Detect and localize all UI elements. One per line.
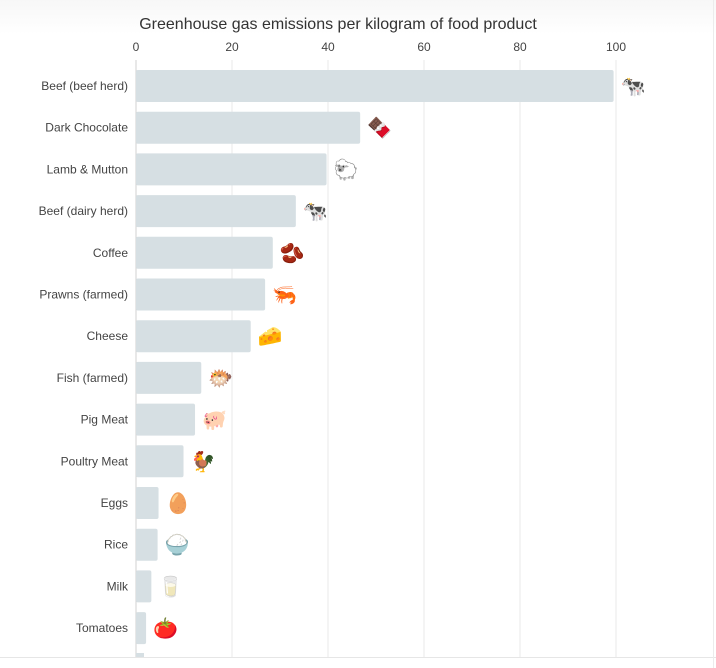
category-label: Coffee: [93, 246, 128, 260]
bar: [136, 320, 251, 353]
x-tick-label: 40: [321, 40, 335, 54]
right-divider: [713, 0, 714, 668]
header-fade: [0, 0, 716, 34]
category-label: Lamb & Mutton: [47, 162, 128, 176]
egg-icon: 🥚: [166, 491, 191, 515]
fish-icon: 🐡: [208, 368, 233, 390]
bottom-divider: [0, 657, 716, 658]
category-label: Dark Chocolate: [45, 121, 128, 135]
category-label: Cheese: [87, 329, 129, 343]
sheep-icon: 🐑: [334, 157, 359, 181]
chart-title: Greenhouse gas emissions per kilogram of…: [139, 16, 537, 33]
tomato-icon: 🍅: [153, 616, 178, 640]
rooster-icon: 🐓: [191, 449, 216, 473]
bar: [136, 111, 361, 144]
category-label: Beef (dairy herd): [39, 204, 128, 218]
bar: [136, 153, 327, 186]
chocolate-icon: 🍫: [367, 116, 392, 140]
bar: [136, 70, 614, 102]
pig-icon: 🐖: [202, 410, 227, 432]
category-label: Milk: [107, 579, 129, 593]
x-tick-label: 100: [606, 40, 626, 54]
x-tick-label: 20: [225, 40, 239, 54]
category-label: Tomatoes: [76, 621, 128, 635]
x-tick-label: 0: [133, 40, 140, 54]
bar: [136, 487, 159, 519]
bar: [136, 403, 196, 436]
category-label: Prawns (farmed): [39, 288, 128, 302]
category-label: Beef (beef herd): [41, 79, 128, 93]
bar: [136, 653, 144, 657]
shrimp-icon: 🦐: [272, 285, 297, 307]
bar: [136, 278, 266, 311]
cheese-icon: 🧀: [258, 326, 283, 348]
bar: [136, 361, 202, 394]
x-tick-label: 60: [417, 40, 431, 54]
bars: [136, 70, 614, 657]
category-label: Rice: [104, 538, 128, 552]
bar: [136, 195, 296, 228]
cow-icon: 🐄: [621, 76, 646, 98]
x-tick-label: 80: [513, 40, 527, 54]
bar: [136, 528, 158, 561]
category-label: Poultry Meat: [61, 454, 129, 468]
bar-icons: 🐄 🍫 🐑 🐄 🫘 🦐 🧀 🐡 🐖 🐓🥚 🍚 🥛 🍅: [153, 76, 645, 640]
x-axis-ticks: 0 20 40 60 80 100: [133, 40, 627, 54]
cow-icon: 🐄: [303, 201, 328, 223]
bar: [136, 570, 152, 603]
bar: [136, 612, 147, 645]
milk-icon: 🥛: [158, 574, 183, 598]
coffee-beans-icon: 🫘: [280, 241, 305, 265]
gridlines: [135, 60, 617, 657]
category-labels: Beef (beef herd) Dark Chocolate Lamb & Mut…: [39, 79, 129, 635]
bar: [136, 236, 273, 269]
rice-icon: 🍚: [165, 533, 190, 557]
category-label: Fish (farmed): [57, 371, 128, 385]
bar: [136, 445, 184, 478]
category-label: Pig Meat: [81, 413, 129, 427]
category-label: Eggs: [101, 496, 128, 510]
